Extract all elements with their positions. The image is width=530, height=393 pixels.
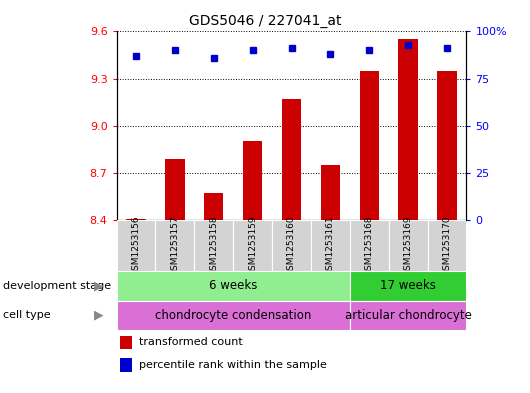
Bar: [350, 220, 388, 271]
Bar: [282, 99, 301, 220]
Bar: [117, 301, 350, 330]
Text: articular chondrocyte: articular chondrocyte: [344, 309, 472, 322]
Text: GSM1253161: GSM1253161: [326, 215, 335, 276]
Text: GSM1253158: GSM1253158: [209, 215, 218, 276]
Bar: [204, 193, 224, 220]
Bar: [350, 301, 466, 330]
Bar: [165, 159, 184, 220]
Bar: [428, 220, 466, 271]
Bar: [437, 71, 457, 220]
Text: GSM1253170: GSM1253170: [443, 215, 452, 276]
Text: development stage: development stage: [3, 281, 111, 291]
Text: transformed count: transformed count: [139, 337, 243, 347]
Text: GSM1253159: GSM1253159: [248, 215, 257, 276]
Text: ▶: ▶: [94, 279, 103, 292]
Text: GSM1253157: GSM1253157: [171, 215, 179, 276]
Bar: [321, 165, 340, 220]
Text: GSM1253168: GSM1253168: [365, 215, 374, 276]
Bar: [399, 39, 418, 220]
Text: chondrocyte condensation: chondrocyte condensation: [155, 309, 312, 322]
Text: GSM1253169: GSM1253169: [404, 215, 412, 276]
Bar: [155, 220, 195, 271]
Bar: [233, 220, 272, 271]
Bar: [350, 271, 466, 301]
Bar: [195, 220, 233, 271]
Text: GSM1253156: GSM1253156: [131, 215, 140, 276]
Bar: [311, 220, 350, 271]
Text: GDS5046 / 227041_at: GDS5046 / 227041_at: [189, 14, 341, 28]
Bar: [117, 220, 155, 271]
Bar: [243, 141, 262, 220]
Text: GSM1253160: GSM1253160: [287, 215, 296, 276]
Bar: [272, 220, 311, 271]
Text: cell type: cell type: [3, 310, 50, 320]
Text: ▶: ▶: [94, 309, 103, 322]
Bar: [388, 220, 428, 271]
Bar: [117, 271, 350, 301]
Text: 17 weeks: 17 weeks: [380, 279, 436, 292]
Bar: [120, 336, 132, 349]
Text: percentile rank within the sample: percentile rank within the sample: [139, 360, 327, 370]
Text: 6 weeks: 6 weeks: [209, 279, 258, 292]
Bar: [359, 71, 379, 220]
Bar: [120, 358, 132, 372]
Bar: [126, 219, 146, 220]
